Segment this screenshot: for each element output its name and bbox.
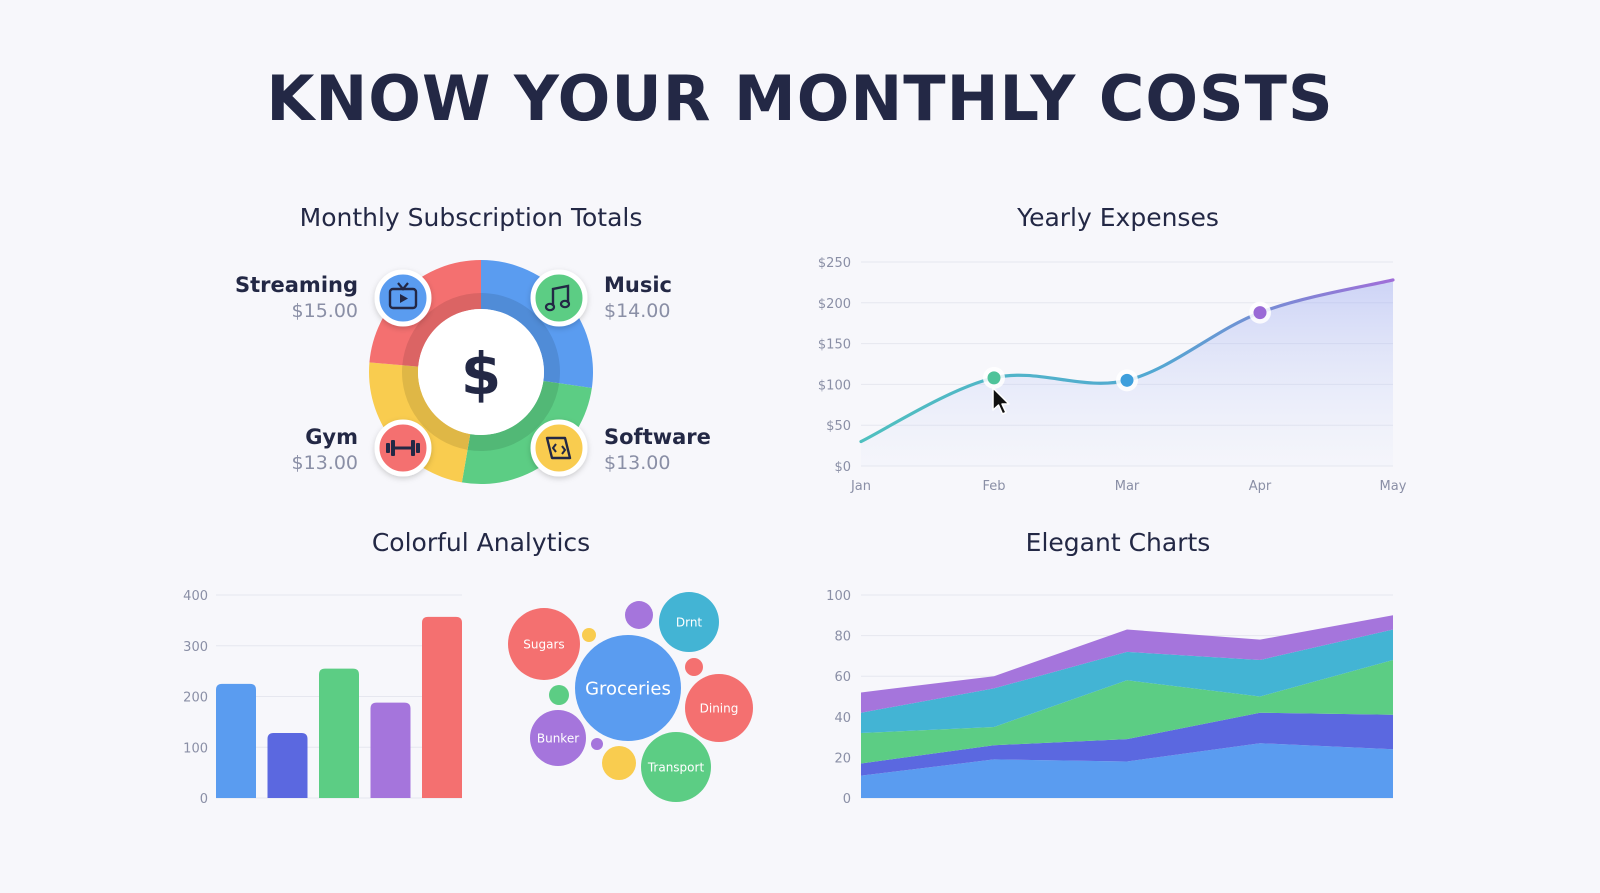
colorful-analytics-bar-chart: 0 100 200 300 400	[183, 589, 462, 807]
bubble-dot[interactable]	[685, 658, 703, 676]
line-y-tick-label: $200	[818, 297, 851, 312]
bubble-transport[interactable]	[641, 732, 711, 802]
legend-software-value: $13.00	[604, 452, 670, 474]
line-x-tick-label: Feb	[982, 479, 1005, 494]
bar-y-tick-label: 300	[183, 640, 208, 655]
bar-y-tick-label: 100	[183, 741, 208, 756]
area-y-tick-label: 0	[843, 792, 851, 807]
legend-software-name: Software	[604, 425, 711, 449]
donut-inner-band-gym	[402, 293, 481, 367]
category-bubble-chart: Groceries Sugars Drnt Dining Bunker Transport	[508, 592, 753, 802]
elegant-charts-title: Elegant Charts	[1025, 528, 1211, 557]
bubble-dot[interactable]	[549, 685, 569, 705]
line-x-tick-label: Mar	[1115, 479, 1140, 494]
donut-inner-band-software	[401, 365, 471, 450]
donut-inner-band-music	[467, 380, 560, 452]
area-y-tick-label: 20	[834, 751, 851, 766]
bar[interactable]	[319, 668, 359, 798]
bar[interactable]	[422, 616, 462, 798]
subscription-chart-title: Monthly Subscription Totals	[299, 203, 643, 232]
bar[interactable]	[267, 733, 308, 798]
area-series-layer	[861, 743, 1393, 798]
yearly-expenses-line-chart: $0 $50 $100 $150 $200 $250 Jan Feb Mar Apr May	[818, 256, 1407, 494]
donut-slice-software	[369, 362, 471, 483]
legend-streaming-name: Streaming	[235, 273, 358, 297]
legend-music-value: $14.00	[604, 300, 670, 322]
area-y-tick-label: 60	[834, 670, 851, 685]
bar-y-tick-label: 400	[183, 589, 208, 604]
bubble-bunker[interactable]	[530, 710, 586, 766]
bubble-label: Drnt	[676, 615, 703, 629]
yearly-expenses-title: Yearly Expenses	[1017, 203, 1219, 232]
bubble-label: Groceries	[585, 678, 671, 699]
area-series-layer	[861, 712, 1393, 776]
colorful-analytics-title: Colorful Analytics	[371, 528, 591, 557]
bar[interactable]	[370, 702, 411, 798]
donut-inner-band-streaming	[481, 293, 561, 384]
dollar-sign-icon: $	[461, 340, 501, 408]
tv-icon	[374, 269, 432, 327]
line-y-tick-label: $50	[826, 419, 851, 434]
code-tablet-icon	[530, 419, 588, 477]
bubble-label: Dining	[700, 701, 739, 715]
music-note-icon	[530, 269, 588, 327]
legend-streaming-value: $15.00	[292, 300, 358, 322]
bubble-dining[interactable]	[685, 674, 753, 742]
line-x-tick-label: Jan	[850, 479, 871, 494]
area-series-layer	[861, 629, 1393, 734]
bubble-groceries[interactable]	[575, 635, 681, 741]
bubble-label: Bunker	[537, 731, 579, 745]
bubble-dot[interactable]	[625, 601, 653, 629]
bubble-dot[interactable]	[582, 628, 596, 642]
bubble-label: Transport	[647, 760, 705, 774]
bubble-label: Sugars	[523, 637, 564, 651]
bubble-dot[interactable]	[602, 746, 636, 780]
legend-gym-value: $13.00	[292, 452, 358, 474]
mouse-cursor-icon	[992, 387, 1010, 415]
line-y-tick-label: $100	[818, 378, 851, 393]
legend-music-name: Music	[604, 273, 672, 297]
area-series-layer	[861, 615, 1393, 713]
area-y-tick-label: 40	[834, 711, 851, 726]
area-y-tick-label: 100	[826, 589, 851, 604]
line-y-tick-label: $0	[834, 460, 851, 475]
donut-center-disc	[418, 309, 544, 435]
subscription-donut-chart: $ Streaming $1	[235, 260, 711, 484]
page-headline: KNOW YOUR MONTHLY COSTS	[266, 62, 1334, 135]
area-y-tick-label: 80	[834, 630, 851, 645]
bubble-sugars[interactable]	[508, 608, 580, 680]
line-area-fill	[861, 279, 1393, 466]
area-series-layer	[861, 659, 1393, 764]
donut-slice-streaming	[481, 260, 593, 388]
line-x-tick-label: Apr	[1249, 479, 1272, 494]
line-y-tick-label: $150	[818, 338, 851, 353]
bubble-dot[interactable]	[591, 738, 603, 750]
line-point-marker[interactable]	[1253, 306, 1267, 320]
line-point-marker[interactable]	[1120, 373, 1134, 387]
line-point-marker[interactable]	[987, 371, 1001, 385]
line-x-tick-label: May	[1380, 479, 1407, 494]
line-y-tick-label: $250	[818, 256, 851, 271]
elegant-stacked-area-chart: 0 20 40 60 80 100	[826, 589, 1393, 807]
donut-slice-music	[461, 380, 592, 484]
bubble-drnt[interactable]	[659, 592, 719, 652]
bar-y-tick-label: 0	[200, 792, 208, 807]
bar-y-tick-label: 200	[183, 691, 208, 706]
legend-gym-name: Gym	[305, 425, 358, 449]
bar[interactable]	[216, 683, 256, 798]
dumbbell-icon	[374, 419, 432, 477]
